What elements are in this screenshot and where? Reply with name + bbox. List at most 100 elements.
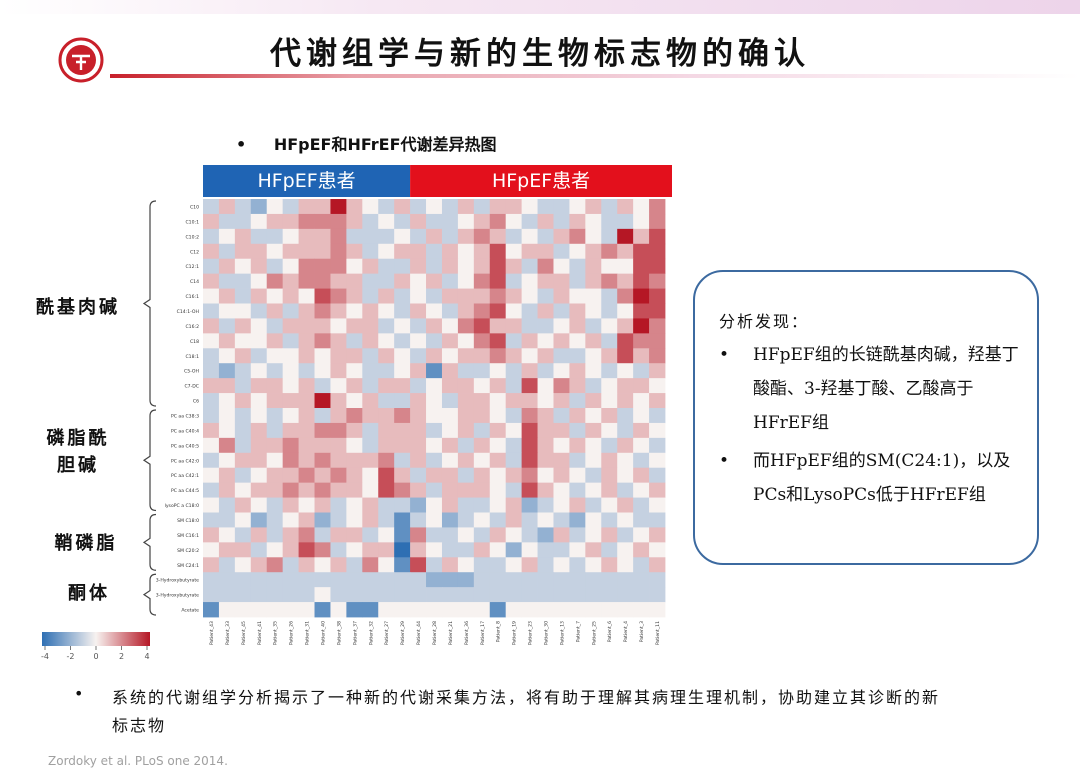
heatmap-cell <box>489 303 507 319</box>
heatmap-cell <box>569 273 586 289</box>
heatmap-cell <box>410 467 427 484</box>
heatmap-cell <box>426 393 443 409</box>
heatmap-cell <box>314 348 331 364</box>
heatmap-cell <box>330 318 347 334</box>
heatmap-cell <box>617 333 634 349</box>
heatmap-cell <box>203 557 220 573</box>
heatmap-cell <box>234 408 252 424</box>
heatmap-cell <box>489 243 507 260</box>
heatmap-cell <box>457 273 475 289</box>
heatmap-cell <box>585 243 602 260</box>
heatmap-cell <box>489 318 507 334</box>
heatmap-cell <box>617 482 634 498</box>
heatmap-cell <box>266 303 284 319</box>
heatmap-cell <box>346 273 363 289</box>
bullet-dot: • <box>236 135 247 154</box>
heatmap-cell <box>362 467 379 484</box>
row-group-bracket <box>142 573 157 616</box>
heatmap-cell <box>617 318 634 334</box>
heatmap-cell <box>282 258 299 275</box>
heatmap-column-label: Patient_35 <box>273 621 279 645</box>
heatmap-cell <box>457 408 475 424</box>
heatmap-cell <box>553 213 570 230</box>
heatmap-cell <box>633 512 650 528</box>
heatmap-cell <box>330 587 347 603</box>
heatmap-cell <box>410 557 427 573</box>
heatmap-cell <box>378 497 395 513</box>
heatmap-column-label: Patient_28 <box>432 621 438 645</box>
heatmap-cell <box>569 348 586 364</box>
heatmap-cell <box>569 318 586 334</box>
heatmap-cell <box>346 512 363 528</box>
heatmap-cell <box>537 497 554 513</box>
heatmap-cell <box>489 587 507 603</box>
heatmap-cell <box>601 602 618 618</box>
heatmap-cell <box>553 363 570 379</box>
heatmap-cell <box>234 572 252 588</box>
heatmap-cell <box>282 497 299 513</box>
heatmap-cell <box>569 497 586 513</box>
heatmap-cell <box>203 378 220 394</box>
heatmap-cell <box>314 587 331 603</box>
heatmap-cell <box>378 587 395 603</box>
heatmap-cell <box>649 527 666 543</box>
heatmap-cell <box>537 228 554 245</box>
heatmap-cell <box>378 482 395 498</box>
heatmap-cell <box>266 393 284 409</box>
heatmap-cell <box>601 437 618 454</box>
heatmap-cell <box>362 318 379 334</box>
heatmap-cell <box>505 303 523 319</box>
heatmap-cell <box>633 437 650 454</box>
heatmap-cell <box>601 318 618 334</box>
heatmap-cell <box>489 273 507 289</box>
heatmap-cell <box>457 542 475 558</box>
heatmap-cell <box>330 393 347 409</box>
heatmap-cell <box>426 482 443 498</box>
heatmap-row-label: SM C20:2 <box>177 548 199 554</box>
heatmap-cell <box>585 512 602 528</box>
heatmap-cell <box>441 348 459 364</box>
heatmap-cell <box>266 348 284 364</box>
column-group-header-bar <box>410 165 672 197</box>
heatmap-cell <box>441 587 459 603</box>
heatmap-cell <box>457 557 475 573</box>
heatmap-cell <box>521 348 538 364</box>
heatmap-cell <box>585 497 602 513</box>
heatmap-cell <box>234 512 252 528</box>
heatmap-cell <box>203 213 220 230</box>
heatmap-cell <box>266 422 284 439</box>
heatmap-cell <box>633 273 650 289</box>
heatmap-cell <box>314 243 331 260</box>
heatmap-cell <box>314 527 331 543</box>
heatmap-cell <box>266 497 284 513</box>
heatmap-cell <box>362 512 379 528</box>
heatmap-cell <box>633 408 650 424</box>
heatmap-cell <box>378 273 395 289</box>
heatmap-cell <box>346 199 363 215</box>
heatmap-cell <box>585 333 602 349</box>
heatmap-cell <box>330 348 347 364</box>
heatmap-cell <box>218 602 236 618</box>
heatmap-cell <box>473 422 491 439</box>
heatmap-cell <box>553 228 570 245</box>
heatmap-cell <box>298 512 315 528</box>
heatmap-cell <box>410 452 427 469</box>
heatmap-cell <box>457 572 475 588</box>
heatmap-cell <box>282 482 299 498</box>
heatmap-cell <box>585 482 602 498</box>
heatmap-row-label: PC aa C40:4 <box>171 428 199 434</box>
heatmap-cell <box>378 542 395 558</box>
heatmap-cell <box>378 288 395 304</box>
heatmap-cell <box>537 422 554 439</box>
heatmap-cell <box>346 497 363 513</box>
heatmap-cell <box>314 542 331 558</box>
heatmap-cell <box>569 587 586 603</box>
heatmap-cell <box>585 467 602 484</box>
heatmap-cell <box>521 408 538 424</box>
heatmap-cell <box>203 273 220 289</box>
heatmap-cell <box>585 587 602 603</box>
heatmap-cell <box>250 273 268 289</box>
heatmap-cell <box>473 512 491 528</box>
heatmap-cell <box>585 393 602 409</box>
heatmap-cell <box>426 348 443 364</box>
